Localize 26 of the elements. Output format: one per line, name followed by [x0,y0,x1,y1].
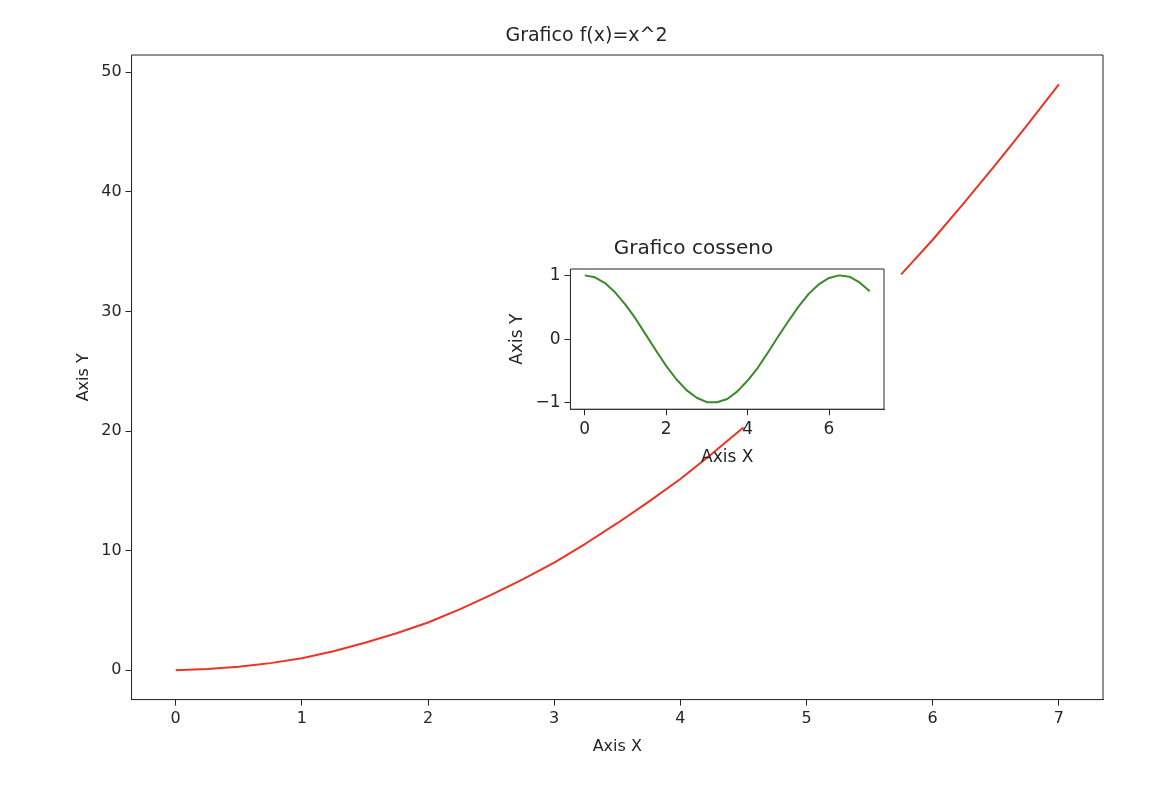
y-tick-label: 40 [101,181,122,201]
y-tick-label: −1 [535,391,561,412]
y-tick-label: 1 [549,263,561,284]
y-tick-label: 0 [111,659,122,679]
x-axis-title: Axis X [592,735,642,755]
y-tick-label: 10 [101,539,122,559]
x-tick-label: 6 [927,708,938,728]
x-tick-label: 3 [549,708,560,728]
x-tick-label: 2 [660,417,672,438]
y-axis-title: Axis Y [72,353,92,402]
x-tick-label: 6 [823,417,835,438]
x-tick-label: 0 [170,708,181,728]
x-tick-label: 7 [1053,708,1064,728]
x-tick-label: 0 [579,417,591,438]
y-tick-label: 50 [101,61,122,81]
y-tick-label: 30 [101,300,122,320]
x-tick-label: 4 [742,417,753,438]
x-tick-label: 4 [675,708,686,728]
x-tick-label: 5 [801,708,812,728]
x-tick-label: 2 [422,708,434,728]
chart-title: Grafico f(x)=x^2 [505,22,668,45]
y-axis-title: Axis Y [505,312,526,365]
y-tick-label: 0 [549,327,561,348]
x-tick-label: 1 [296,708,307,728]
chart-title: Grafico cosseno [613,235,774,260]
y-tick-label: 20 [101,420,122,440]
